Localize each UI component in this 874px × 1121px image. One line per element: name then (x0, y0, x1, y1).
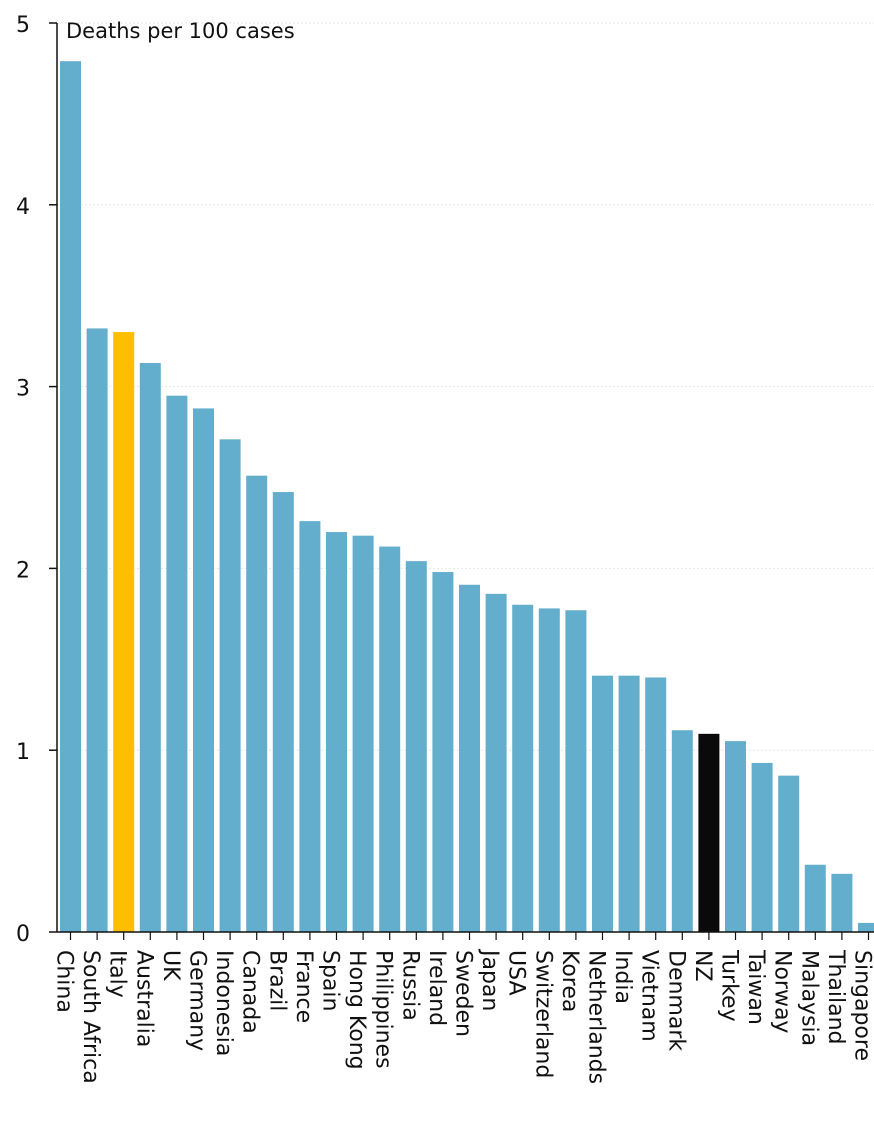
bar-india (618, 675, 640, 932)
bar-netherlands (592, 675, 613, 932)
y-tick-label: 0 (16, 922, 30, 947)
x-tick-label: Ireland (424, 950, 449, 1026)
x-tick-label: NZ (690, 950, 715, 982)
bar-brazil (272, 492, 294, 932)
x-tick-label: Sweden (451, 950, 476, 1037)
bar-australia (139, 362, 161, 932)
bar-japan (485, 593, 507, 932)
y-tick-label: 2 (16, 558, 30, 583)
x-tick-label: France (291, 950, 316, 1023)
x-tick-label: India (610, 950, 635, 1004)
x-tick-label: Thailand (823, 949, 848, 1044)
bar-turkey (725, 741, 746, 932)
bar-canada (246, 475, 268, 932)
bars (60, 61, 874, 933)
x-tick-label: Philippines (371, 950, 396, 1069)
x-tick-label: Brazil (264, 950, 289, 1011)
bar-spain (326, 532, 347, 932)
bar-vietnam (645, 677, 667, 932)
bar-indonesia (219, 439, 241, 932)
y-tick-label: 5 (16, 13, 30, 38)
x-tick-label: Netherlands (584, 950, 609, 1084)
bar-south-africa (86, 328, 108, 932)
x-axis-ticks: China South Africa Italy Australia UK Germany… (52, 932, 874, 1084)
x-tick-label: Taiwan (743, 949, 768, 1025)
bar-russia (405, 561, 427, 932)
bar-france (299, 521, 321, 932)
x-tick-label: UK (158, 950, 183, 981)
bar-uk (166, 395, 188, 932)
x-tick-label: Malaysia (796, 950, 821, 1046)
x-tick-label: Hong Kong (344, 950, 369, 1070)
y-tick-label: 3 (16, 377, 30, 402)
x-tick-label: Russia (397, 950, 422, 1021)
bar-germany (193, 408, 214, 932)
x-tick-label: Germany (185, 950, 210, 1051)
bar-china (60, 61, 81, 933)
x-tick-label: Canada (238, 950, 263, 1034)
y-tick-label: 4 (16, 195, 30, 220)
x-tick-label: China (52, 950, 77, 1013)
bar-taiwan (751, 762, 773, 932)
y-axis-unit-label: Deaths per 100 cases (66, 19, 295, 43)
bar-nz (698, 733, 720, 932)
x-tick-label: South Africa (78, 950, 103, 1084)
y-tick-label: 1 (16, 740, 30, 765)
bar-malaysia (804, 864, 826, 932)
bar-italy (113, 332, 135, 932)
x-tick-label: Singapore (850, 950, 874, 1061)
x-tick-label: Italy (105, 950, 130, 998)
x-tick-label: Turkey (717, 949, 742, 1022)
bar-switzerland (538, 608, 560, 932)
x-tick-label: Switzerland (530, 950, 555, 1078)
bar-denmark (671, 730, 693, 932)
x-tick-label: Spain (318, 950, 343, 1011)
x-tick-label: Indonesia (211, 950, 236, 1056)
bar-thailand (831, 873, 853, 932)
x-tick-label: Australia (131, 950, 156, 1047)
bar-norway (778, 775, 800, 932)
bar-sweden (459, 584, 480, 932)
bar-singapore (858, 922, 874, 932)
bar-ireland (432, 572, 454, 932)
x-tick-label: Japan (477, 948, 502, 1011)
y-axis-ticks: 0 1 2 3 4 5 (16, 13, 57, 947)
x-tick-label: USA (504, 950, 529, 996)
bar-hong-kong (352, 535, 374, 932)
x-tick-label: Denmark (663, 950, 688, 1051)
bar-usa (512, 604, 534, 932)
x-tick-label: Vietnam (637, 950, 662, 1042)
bar-philippines (379, 546, 401, 932)
x-tick-label: Korea (557, 950, 582, 1012)
x-tick-label: Norway (770, 950, 795, 1033)
bar-korea (565, 610, 587, 932)
